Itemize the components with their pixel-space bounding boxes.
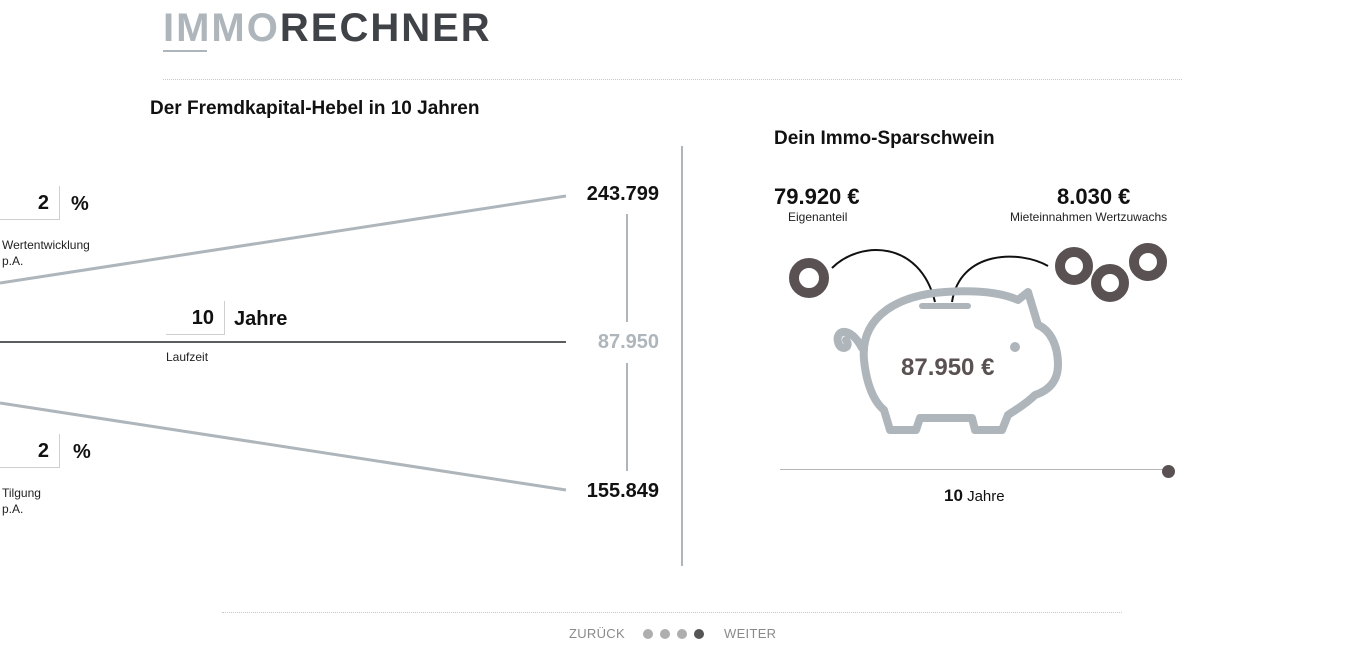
term-input[interactable]: 10 [166, 301, 225, 335]
coin-icon [1055, 247, 1093, 285]
repayment-unit: % [73, 441, 91, 463]
piggy-eye [1010, 342, 1020, 352]
piggybank-title: Dein Immo-Sparschwein [774, 128, 995, 149]
years-slider-track[interactable] [780, 469, 1168, 470]
result-mid-value: 87.950 [597, 331, 659, 353]
app-logo: IMMORECHNER [163, 6, 492, 50]
piggybank-total: 87.950 € [901, 354, 995, 381]
term-unit: Jahre [234, 308, 288, 330]
years-value: 10 [944, 486, 963, 505]
step-dot-4[interactable] [694, 629, 704, 639]
equity-label: Eigenanteil [788, 210, 848, 224]
coin-trail-right [951, 255, 1049, 303]
repayment-label: Tilgung p.A. [2, 485, 41, 517]
income-amount: 8.030 € [1057, 184, 1131, 209]
logo-dark-part: RECHNER [279, 6, 492, 50]
logo-underline [163, 50, 207, 52]
panel-divider [681, 146, 683, 566]
coin-icon [1091, 264, 1129, 302]
footer-divider [222, 612, 1122, 613]
result-bottom-value: 155.849 [586, 480, 659, 502]
income-label: Mieteinnahmen Wertzuwachs [1010, 210, 1168, 224]
result-connector-lower [626, 363, 628, 471]
next-button[interactable]: WEITER [724, 626, 777, 641]
repayment-label-line2: p.A. [2, 502, 24, 516]
value-growth-unit: % [71, 193, 89, 215]
value-growth-input[interactable]: 2 [0, 186, 60, 220]
years-display: 10 Jahre [944, 486, 1005, 506]
coin-icon [789, 258, 829, 298]
header-divider [163, 79, 1182, 80]
value-growth-label: Wertentwicklung p.A. [2, 237, 90, 269]
leverage-title: Der Fremdkapital-Hebel in 10 Jahren [150, 98, 480, 119]
repayment-label-line1: Tilgung [2, 486, 41, 500]
term-label: Laufzeit [166, 350, 209, 364]
step-dot-2[interactable] [660, 629, 670, 639]
back-button[interactable]: ZURÜCK [569, 626, 625, 641]
value-growth-label-line2: p.A. [2, 254, 24, 268]
value-growth-line [0, 194, 567, 285]
piggy-icon [833, 287, 1062, 434]
piggybank-illustration [789, 243, 1167, 434]
step-dot-3[interactable] [677, 629, 687, 639]
result-top-value: 243.799 [586, 183, 659, 205]
coin-trail-left [831, 249, 936, 303]
equity-amount: 79.920 € [774, 184, 860, 209]
leverage-diagram [0, 194, 567, 492]
step-dot-1[interactable] [643, 629, 653, 639]
logo-light-part: IMMO [163, 6, 280, 50]
years-unit: Jahre [967, 488, 1005, 505]
years-slider-handle[interactable] [1162, 465, 1175, 478]
repayment-input[interactable]: 2 [0, 434, 60, 468]
result-connector-upper [626, 214, 628, 322]
repayment-line [0, 401, 567, 492]
value-growth-label-line1: Wertentwicklung [2, 238, 90, 252]
coin-icon [1129, 243, 1167, 281]
